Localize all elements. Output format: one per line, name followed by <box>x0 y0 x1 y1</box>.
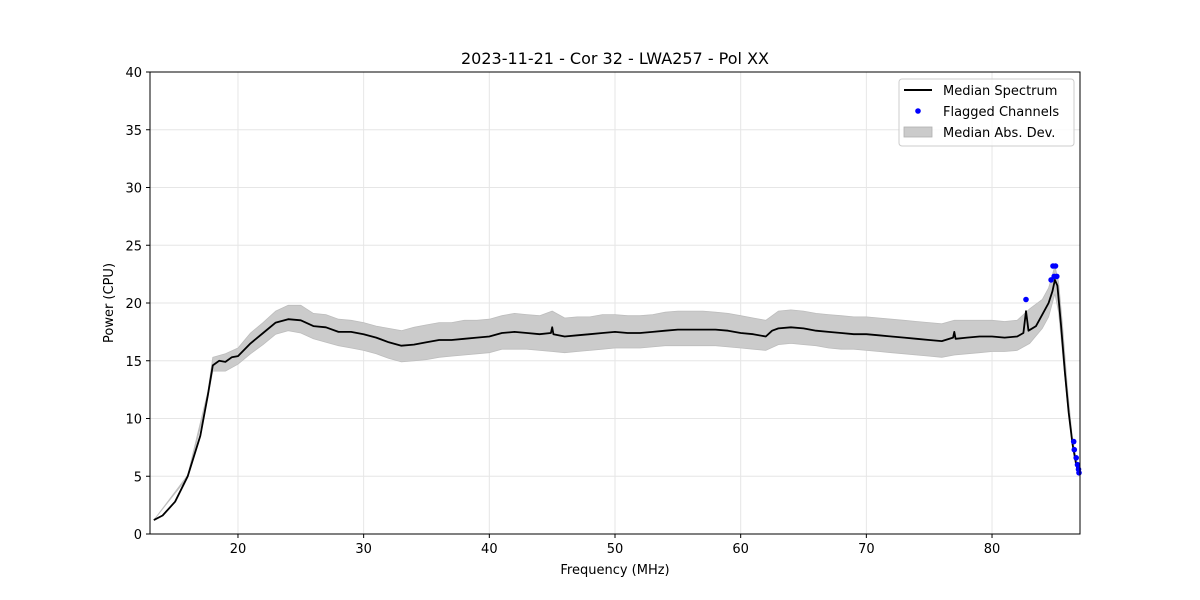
x-tick-label: 40 <box>481 542 498 557</box>
flagged-channel-point <box>1052 263 1059 269</box>
x-tick-label: 80 <box>984 542 1001 557</box>
legend-band-swatch <box>903 126 933 138</box>
x-tick-label: 70 <box>858 542 875 557</box>
flagged-channel-point <box>1054 273 1060 280</box>
x-tick-label: 50 <box>607 542 624 557</box>
x-tick-label: 60 <box>732 542 749 557</box>
flagged-channel-point <box>1071 446 1078 453</box>
flagged-channel-point <box>1074 461 1081 468</box>
median-spectrum-line <box>153 279 1080 521</box>
legend-label-flagged-channels: Flagged Channels <box>943 105 1059 120</box>
legend: Median Spectrum Flagged Channels Median … <box>898 78 1075 147</box>
legend-label-median-spectrum: Median Spectrum <box>943 84 1057 99</box>
y-tick-label: 40 <box>125 66 142 81</box>
x-tick-label: 30 <box>355 542 372 557</box>
chart-title: 2023-11-21 - Cor 32 - LWA257 - Pol XX <box>461 49 769 68</box>
y-tick-label: 5 <box>134 470 142 485</box>
flagged-channel-point <box>1070 438 1077 445</box>
x-axis-label: Frequency (MHz) <box>560 563 669 578</box>
legend-marker-swatch <box>915 108 921 114</box>
x-axis-ticks: 20 30 40 50 60 70 80 <box>230 534 1001 557</box>
y-tick-label: 35 <box>125 124 142 139</box>
flagged-channel-point <box>1023 296 1029 303</box>
legend-box <box>898 78 1075 147</box>
y-tick-label: 25 <box>125 239 142 254</box>
flagged-points-layer <box>1023 263 1082 476</box>
y-tick-label: 20 <box>125 297 142 312</box>
y-tick-label: 0 <box>134 528 142 543</box>
y-axis-ticks: 0 5 10 15 20 25 30 35 40 <box>125 66 150 543</box>
y-tick-label: 10 <box>125 413 142 428</box>
legend-label-mad: Median Abs. Dev. <box>943 126 1055 141</box>
y-axis-label: Power (CPU) <box>102 263 117 343</box>
flagged-channel-point <box>1073 455 1079 461</box>
x-tick-label: 20 <box>230 542 247 557</box>
flagged-channel-point <box>1076 470 1082 476</box>
median-line-layer <box>153 279 1080 521</box>
y-tick-label: 30 <box>125 182 142 197</box>
y-tick-label: 15 <box>125 355 142 370</box>
